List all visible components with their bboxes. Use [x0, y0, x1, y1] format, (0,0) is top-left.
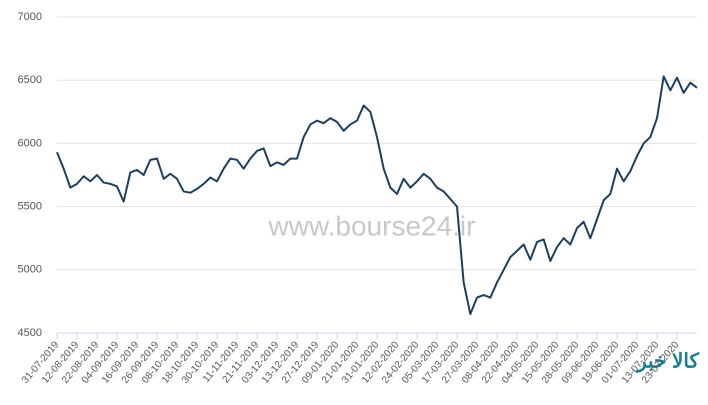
y-tick-label: 5500	[18, 201, 42, 213]
logo: کالا خبر	[635, 350, 699, 373]
data-line	[56, 75, 698, 316]
y-tick-label: 7000	[18, 11, 42, 23]
y-tick-label: 6500	[18, 74, 42, 86]
y-tick-label: 6000	[18, 137, 42, 149]
y-tick-label: 4500	[18, 327, 42, 339]
watermark: www.bourse24.ir	[268, 210, 476, 241]
y-tick-label: 5000	[18, 264, 42, 276]
